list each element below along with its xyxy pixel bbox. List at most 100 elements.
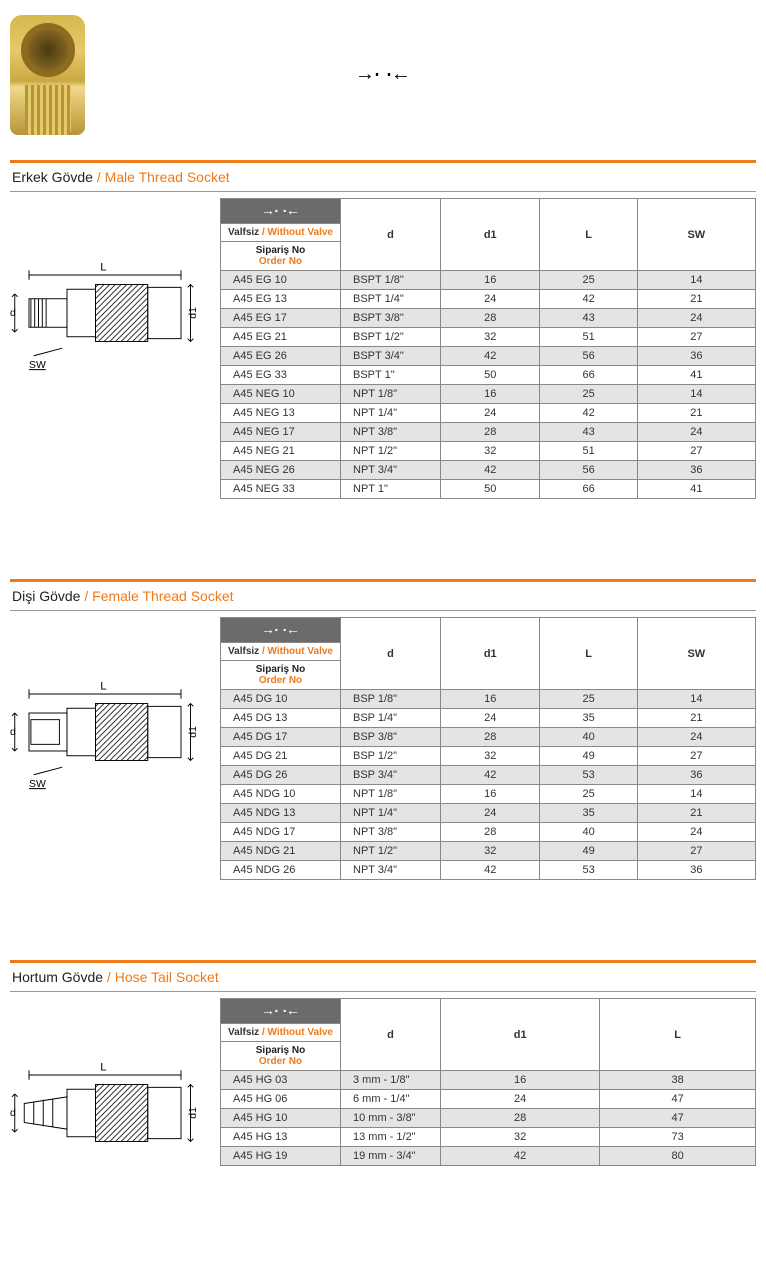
table-row: A45 NEG 21NPT 1/2"325127: [221, 442, 756, 461]
header-symbol: →··←: [221, 199, 341, 224]
section-title-en: / Hose Tail Socket: [103, 969, 219, 985]
cell: 32: [441, 842, 540, 861]
cell: 47: [600, 1090, 756, 1109]
svg-text:L: L: [100, 680, 106, 692]
svg-text:d: d: [10, 1108, 16, 1119]
section-title: Dişi Gövde / Female Thread Socket: [10, 579, 756, 611]
spec-table: →··← dd1L Valfsiz / Without Valve Sipari…: [220, 998, 756, 1166]
cell: 24: [441, 709, 540, 728]
col-L: L: [540, 618, 637, 690]
table-row: A45 NEG 26NPT 3/4"425636: [221, 461, 756, 480]
cell: A45 NEG 10: [221, 385, 341, 404]
col-d1: d1: [441, 618, 540, 690]
cell: 42: [441, 1147, 600, 1166]
svg-text:d: d: [10, 308, 16, 319]
cell: 27: [637, 842, 755, 861]
cell: 42: [441, 461, 540, 480]
cell: 49: [540, 842, 637, 861]
diagram: L d d1 SW: [10, 617, 200, 880]
cell: A45 HG 19: [221, 1147, 341, 1166]
cell: 35: [540, 709, 637, 728]
cell: 66: [540, 480, 637, 499]
cell: A45 DG 13: [221, 709, 341, 728]
cell: BSPT 1/4": [341, 290, 441, 309]
cell: 27: [637, 747, 755, 766]
cell: 14: [637, 385, 755, 404]
spec-table: →··← dd1LSW Valfsiz / Without Valve Sipa…: [220, 617, 756, 880]
product-photo: [10, 15, 85, 135]
cell: 24: [441, 290, 540, 309]
top-row: →··←: [10, 10, 756, 140]
cell: A45 EG 13: [221, 290, 341, 309]
svg-text:d1: d1: [188, 307, 199, 319]
cell: 36: [637, 461, 755, 480]
cell: A45 DG 17: [221, 728, 341, 747]
header-symbol: →··←: [221, 618, 341, 643]
header-order: Sipariş NoOrder No: [221, 661, 341, 690]
cell: 16: [441, 785, 540, 804]
cell: A45 DG 21: [221, 747, 341, 766]
cell: 21: [637, 804, 755, 823]
cell: A45 HG 03: [221, 1071, 341, 1090]
table-row: A45 HG 1919 mm - 3/4"4280: [221, 1147, 756, 1166]
cell: 24: [441, 404, 540, 423]
section-title: Erkek Gövde / Male Thread Socket: [10, 160, 756, 192]
cell: 53: [540, 766, 637, 785]
cell: 41: [637, 480, 755, 499]
cell: 27: [637, 442, 755, 461]
cell: NPT 1/2": [341, 442, 441, 461]
cell: 25: [540, 385, 637, 404]
cell: 21: [637, 404, 755, 423]
cell: 21: [637, 709, 755, 728]
cell: A45 HG 10: [221, 1109, 341, 1128]
section: Hortum Gövde / Hose Tail Socket L d d1: [10, 960, 756, 1188]
cell: 40: [540, 728, 637, 747]
section-title-tr: Dişi Gövde: [12, 588, 80, 604]
col-d1: d1: [441, 999, 600, 1071]
cell: 14: [637, 271, 755, 290]
cell: 35: [540, 804, 637, 823]
cell: 41: [637, 366, 755, 385]
cell: 32: [441, 1128, 600, 1147]
cell: 14: [637, 785, 755, 804]
cell: NPT 3/8": [341, 423, 441, 442]
cell: A45 NDG 17: [221, 823, 341, 842]
table-row: A45 NEG 17NPT 3/8"284324: [221, 423, 756, 442]
cell: 42: [441, 347, 540, 366]
cell: 16: [441, 385, 540, 404]
cell: 13 mm - 1/2": [341, 1128, 441, 1147]
cell: 28: [441, 728, 540, 747]
cell: 25: [540, 271, 637, 290]
cell: A45 HG 06: [221, 1090, 341, 1109]
cell: A45 NDG 26: [221, 861, 341, 880]
cell: A45 NEG 21: [221, 442, 341, 461]
cell: 32: [441, 747, 540, 766]
cell: A45 NDG 10: [221, 785, 341, 804]
header-symbol: →··←: [221, 999, 341, 1024]
svg-text:SW: SW: [29, 779, 46, 790]
cell: NPT 3/4": [341, 861, 441, 880]
table-row: A45 EG 10BSPT 1/8"162514: [221, 271, 756, 290]
cell: BSP 3/8": [341, 728, 441, 747]
svg-text:d: d: [10, 727, 16, 738]
cell: 50: [441, 480, 540, 499]
table-row: A45 DG 26BSP 3/4"425336: [221, 766, 756, 785]
cell: 28: [441, 823, 540, 842]
cell: NPT 1/4": [341, 404, 441, 423]
cell: 50: [441, 366, 540, 385]
cell: 56: [540, 347, 637, 366]
table-row: A45 DG 17BSP 3/8"284024: [221, 728, 756, 747]
col-d: d: [341, 999, 441, 1071]
cell: A45 EG 21: [221, 328, 341, 347]
cell: 24: [637, 309, 755, 328]
cell: 25: [540, 785, 637, 804]
cell: A45 EG 10: [221, 271, 341, 290]
cell: NPT 1/8": [341, 385, 441, 404]
cell: 28: [441, 423, 540, 442]
cell: 36: [637, 347, 755, 366]
cell: 42: [441, 766, 540, 785]
table-row: A45 NDG 17NPT 3/8"284024: [221, 823, 756, 842]
diagram: L d d1: [10, 998, 200, 1188]
cell: 49: [540, 747, 637, 766]
cell: NPT 1": [341, 480, 441, 499]
